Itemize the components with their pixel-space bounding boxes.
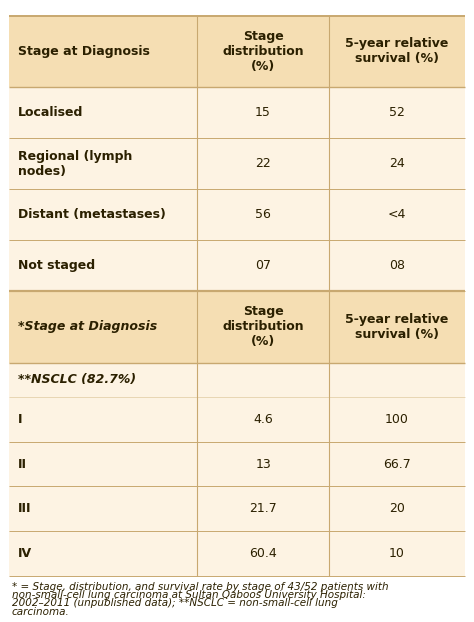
Text: Stage
distribution
(%): Stage distribution (%) bbox=[222, 30, 304, 73]
Text: 08: 08 bbox=[389, 259, 405, 272]
Text: Regional (lymph
nodes): Regional (lymph nodes) bbox=[18, 149, 132, 178]
Bar bbox=[9, 240, 465, 291]
Bar bbox=[9, 189, 465, 240]
Text: 56: 56 bbox=[255, 208, 271, 221]
Bar bbox=[9, 363, 465, 397]
Text: IV: IV bbox=[18, 547, 32, 560]
Text: 52: 52 bbox=[389, 106, 405, 119]
Text: III: III bbox=[18, 503, 31, 515]
Text: carcinoma.: carcinoma. bbox=[12, 606, 70, 616]
Text: 10: 10 bbox=[389, 547, 405, 560]
Text: Distant (metastases): Distant (metastases) bbox=[18, 208, 166, 221]
Text: Stage at Diagnosis: Stage at Diagnosis bbox=[18, 45, 150, 58]
Text: 100: 100 bbox=[385, 413, 409, 425]
Text: 22: 22 bbox=[255, 157, 271, 170]
Text: 2002–2011 (unpublished data); **NSCLC = non-small-cell lung: 2002–2011 (unpublished data); **NSCLC = … bbox=[12, 598, 337, 608]
Text: 13: 13 bbox=[255, 458, 271, 470]
Text: 15: 15 bbox=[255, 106, 271, 119]
Bar bbox=[9, 16, 465, 87]
Text: 5-year relative
survival (%): 5-year relative survival (%) bbox=[345, 37, 449, 65]
Text: *Stage at Diagnosis: *Stage at Diagnosis bbox=[18, 320, 157, 333]
Text: 20: 20 bbox=[389, 503, 405, 515]
Text: II: II bbox=[18, 458, 27, 470]
Text: 60.4: 60.4 bbox=[249, 547, 277, 560]
Text: non-small-cell lung carcinoma at Sultan Qaboos University Hospital:: non-small-cell lung carcinoma at Sultan … bbox=[12, 590, 366, 600]
Text: <4: <4 bbox=[388, 208, 406, 221]
Text: 07: 07 bbox=[255, 259, 271, 272]
Bar bbox=[9, 442, 465, 486]
Text: * = Stage, distribution, and survival rate by stage of 43/52 patients with: * = Stage, distribution, and survival ra… bbox=[12, 582, 389, 592]
Text: 4.6: 4.6 bbox=[253, 413, 273, 425]
Bar bbox=[9, 87, 465, 138]
Bar bbox=[9, 531, 465, 576]
Bar bbox=[9, 138, 465, 189]
Text: I: I bbox=[18, 413, 22, 425]
Text: 24: 24 bbox=[389, 157, 405, 170]
Bar bbox=[9, 397, 465, 442]
Text: Stage
distribution
(%): Stage distribution (%) bbox=[222, 305, 304, 348]
Text: 21.7: 21.7 bbox=[249, 503, 277, 515]
Text: 66.7: 66.7 bbox=[383, 458, 411, 470]
Text: Localised: Localised bbox=[18, 106, 83, 119]
Text: Not staged: Not staged bbox=[18, 259, 95, 272]
Bar bbox=[0, 582, 474, 619]
Text: **NSCLC (82.7%): **NSCLC (82.7%) bbox=[18, 373, 136, 386]
Text: 5-year relative
survival (%): 5-year relative survival (%) bbox=[345, 313, 449, 341]
Bar bbox=[9, 291, 465, 363]
Bar bbox=[9, 486, 465, 531]
